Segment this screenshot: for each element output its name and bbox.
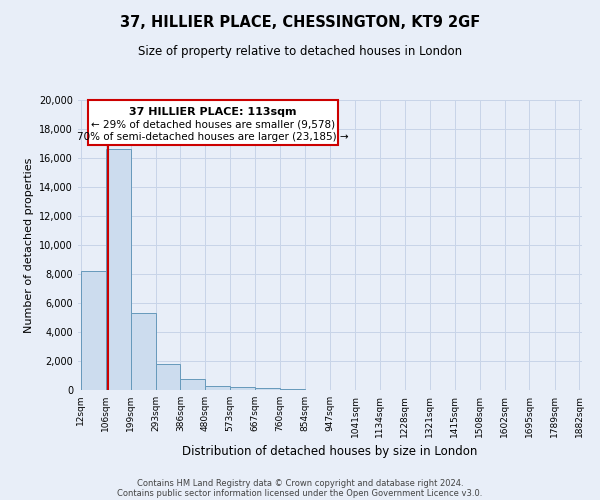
Y-axis label: Number of detached properties: Number of detached properties — [24, 158, 34, 332]
Bar — [155, 364, 181, 390]
Text: 70% of semi-detached houses are larger (23,185) →: 70% of semi-detached houses are larger (… — [77, 132, 349, 142]
Text: Contains public sector information licensed under the Open Government Licence v3: Contains public sector information licen… — [118, 488, 482, 498]
X-axis label: Distribution of detached houses by size in London: Distribution of detached houses by size … — [182, 446, 478, 458]
Text: ← 29% of detached houses are smaller (9,578): ← 29% of detached houses are smaller (9,… — [91, 120, 335, 130]
Text: 37, HILLIER PLACE, CHESSINGTON, KT9 2GF: 37, HILLIER PLACE, CHESSINGTON, KT9 2GF — [120, 15, 480, 30]
Bar — [280, 389, 305, 390]
Bar — [80, 271, 106, 390]
Bar — [205, 386, 230, 390]
Bar — [106, 150, 131, 390]
Bar — [131, 313, 155, 390]
Bar — [88, 100, 338, 145]
Bar — [181, 379, 205, 390]
Text: 37 HILLIER PLACE: 113sqm: 37 HILLIER PLACE: 113sqm — [129, 108, 296, 118]
Text: Size of property relative to detached houses in London: Size of property relative to detached ho… — [138, 45, 462, 58]
Bar — [256, 388, 280, 390]
Bar — [230, 388, 256, 390]
Text: Contains HM Land Registry data © Crown copyright and database right 2024.: Contains HM Land Registry data © Crown c… — [137, 478, 463, 488]
